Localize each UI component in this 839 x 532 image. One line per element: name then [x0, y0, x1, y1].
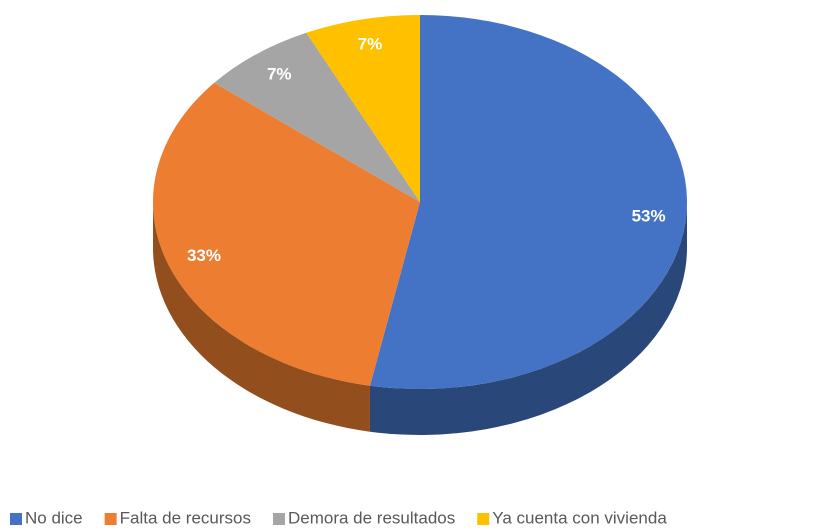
- legend-swatch: [104, 513, 117, 525]
- legend-label: No dice: [25, 508, 83, 527]
- data-label: 7%: [267, 64, 292, 83]
- slice: [214, 32, 420, 203]
- legend-swatch: [477, 513, 490, 525]
- slice-side: [153, 202, 370, 432]
- slice: [152, 82, 421, 386]
- legend-swatch: [272, 513, 285, 525]
- slice-side: [369, 202, 687, 435]
- data-label: 53%: [632, 207, 666, 226]
- legend-swatch: [10, 513, 22, 525]
- slice: [306, 15, 420, 202]
- data-label: 33%: [187, 246, 221, 265]
- legend-label: Ya cuenta con vivienda: [492, 508, 667, 527]
- legend-label: Demora de resultados: [288, 508, 455, 527]
- legend-label: Falta de recursos: [120, 508, 251, 527]
- data-label: 7%: [358, 35, 383, 54]
- slice: [369, 15, 687, 389]
